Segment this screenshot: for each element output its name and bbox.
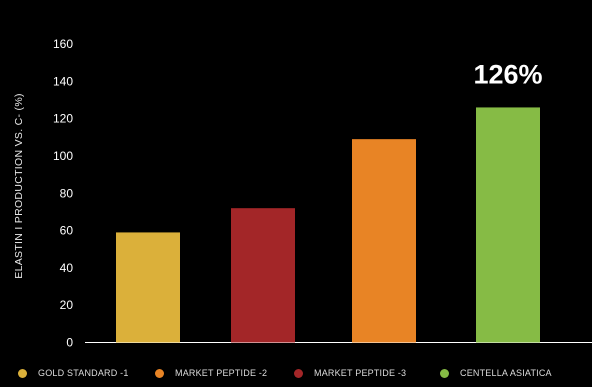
y-tick-labels: 0 20 40 60 80 100 120 140 160 (53, 37, 73, 350)
y-tick-label: 20 (60, 298, 74, 312)
bars (116, 107, 540, 343)
legend-swatch (155, 368, 164, 378)
bar (352, 139, 416, 343)
legend-item: MARKET PEPTIDE -2 (155, 368, 267, 378)
legend-label: CENTELLA ASIATICA (460, 368, 552, 378)
y-tick-label: 100 (53, 149, 73, 163)
legend-swatch (294, 368, 303, 378)
legend: GOLD STANDARD -1 MARKET PEPTIDE -2 MARKET … (0, 368, 592, 386)
y-tick-label: 0 (66, 336, 73, 350)
legend-label: MARKET PEPTIDE -2 (175, 368, 268, 378)
legend-item: MARKET PEPTIDE -3 (294, 368, 406, 378)
legend-swatch (18, 368, 27, 378)
y-tick-label: 160 (53, 37, 73, 51)
legend-item: GOLD STANDARD -1 (18, 368, 129, 378)
y-axis-label: ELASTIN I PRODUCTION VS. C- (%) (13, 93, 25, 278)
legend-label: MARKET PEPTIDE -3 (314, 368, 407, 378)
legend-label: GOLD STANDARD -1 (38, 368, 129, 378)
annotations: 126% (473, 59, 542, 89)
y-tick-label: 120 (53, 112, 73, 126)
y-tick-label: 140 (53, 74, 73, 88)
data-label: 126% (473, 59, 542, 89)
bar (116, 232, 180, 343)
bar (476, 107, 540, 343)
legend-item: CENTELLA ASIATICA (440, 368, 552, 378)
legend-swatch (440, 368, 449, 378)
y-tick-label: 60 (60, 224, 74, 238)
bar (231, 208, 295, 343)
y-tick-label: 80 (60, 186, 74, 200)
y-tick-label: 40 (60, 261, 74, 275)
